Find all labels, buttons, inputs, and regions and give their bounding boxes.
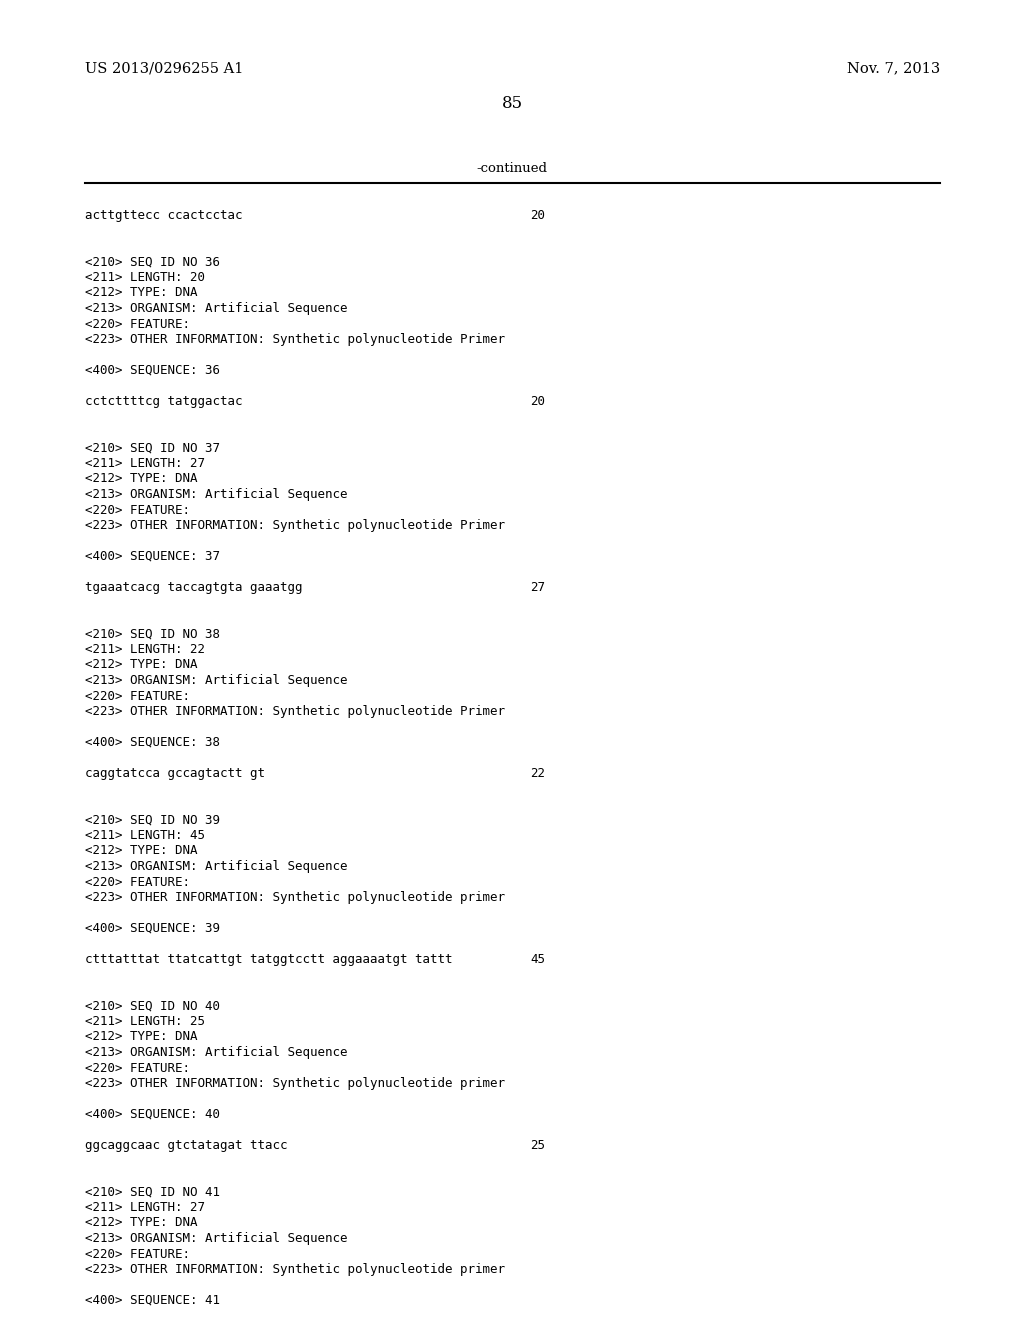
Text: -continued: -continued xyxy=(476,161,548,174)
Text: <210> SEQ ID NO 37: <210> SEQ ID NO 37 xyxy=(85,441,220,454)
Text: <220> FEATURE:: <220> FEATURE: xyxy=(85,318,190,330)
Text: <213> ORGANISM: Artificial Sequence: <213> ORGANISM: Artificial Sequence xyxy=(85,675,347,686)
Text: cctcttttcg tatggactac: cctcttttcg tatggactac xyxy=(85,395,243,408)
Text: 85: 85 xyxy=(502,95,522,111)
Text: 20: 20 xyxy=(530,209,545,222)
Text: <210> SEQ ID NO 36: <210> SEQ ID NO 36 xyxy=(85,256,220,268)
Text: <210> SEQ ID NO 39: <210> SEQ ID NO 39 xyxy=(85,813,220,826)
Text: <400> SEQUENCE: 38: <400> SEQUENCE: 38 xyxy=(85,737,220,748)
Text: <212> TYPE: DNA: <212> TYPE: DNA xyxy=(85,473,198,486)
Text: <220> FEATURE:: <220> FEATURE: xyxy=(85,1061,190,1074)
Text: 27: 27 xyxy=(530,581,545,594)
Text: <220> FEATURE:: <220> FEATURE: xyxy=(85,503,190,516)
Text: tgaaatcacg taccagtgta gaaatgg: tgaaatcacg taccagtgta gaaatgg xyxy=(85,581,302,594)
Text: ggcaggcaac gtctatagat ttacc: ggcaggcaac gtctatagat ttacc xyxy=(85,1139,288,1152)
Text: <211> LENGTH: 45: <211> LENGTH: 45 xyxy=(85,829,205,842)
Text: <210> SEQ ID NO 41: <210> SEQ ID NO 41 xyxy=(85,1185,220,1199)
Text: <213> ORGANISM: Artificial Sequence: <213> ORGANISM: Artificial Sequence xyxy=(85,488,347,502)
Text: <223> OTHER INFORMATION: Synthetic polynucleotide primer: <223> OTHER INFORMATION: Synthetic polyn… xyxy=(85,891,505,904)
Text: <223> OTHER INFORMATION: Synthetic polynucleotide Primer: <223> OTHER INFORMATION: Synthetic polyn… xyxy=(85,333,505,346)
Text: <212> TYPE: DNA: <212> TYPE: DNA xyxy=(85,286,198,300)
Text: <223> OTHER INFORMATION: Synthetic polynucleotide primer: <223> OTHER INFORMATION: Synthetic polyn… xyxy=(85,1077,505,1090)
Text: <211> LENGTH: 20: <211> LENGTH: 20 xyxy=(85,271,205,284)
Text: <212> TYPE: DNA: <212> TYPE: DNA xyxy=(85,845,198,858)
Text: <400> SEQUENCE: 41: <400> SEQUENCE: 41 xyxy=(85,1294,220,1307)
Text: <211> LENGTH: 22: <211> LENGTH: 22 xyxy=(85,643,205,656)
Text: <213> ORGANISM: Artificial Sequence: <213> ORGANISM: Artificial Sequence xyxy=(85,1045,347,1059)
Text: caggtatcca gccagtactt gt: caggtatcca gccagtactt gt xyxy=(85,767,265,780)
Text: <400> SEQUENCE: 39: <400> SEQUENCE: 39 xyxy=(85,921,220,935)
Text: US 2013/0296255 A1: US 2013/0296255 A1 xyxy=(85,61,244,75)
Text: <212> TYPE: DNA: <212> TYPE: DNA xyxy=(85,1031,198,1044)
Text: <213> ORGANISM: Artificial Sequence: <213> ORGANISM: Artificial Sequence xyxy=(85,1232,347,1245)
Text: <220> FEATURE:: <220> FEATURE: xyxy=(85,1247,190,1261)
Text: 25: 25 xyxy=(530,1139,545,1152)
Text: 20: 20 xyxy=(530,395,545,408)
Text: <211> LENGTH: 25: <211> LENGTH: 25 xyxy=(85,1015,205,1028)
Text: <220> FEATURE:: <220> FEATURE: xyxy=(85,689,190,702)
Text: <400> SEQUENCE: 40: <400> SEQUENCE: 40 xyxy=(85,1107,220,1121)
Text: <223> OTHER INFORMATION: Synthetic polynucleotide primer: <223> OTHER INFORMATION: Synthetic polyn… xyxy=(85,1263,505,1276)
Text: <211> LENGTH: 27: <211> LENGTH: 27 xyxy=(85,457,205,470)
Text: <223> OTHER INFORMATION: Synthetic polynucleotide Primer: <223> OTHER INFORMATION: Synthetic polyn… xyxy=(85,519,505,532)
Text: 45: 45 xyxy=(530,953,545,966)
Text: <400> SEQUENCE: 36: <400> SEQUENCE: 36 xyxy=(85,364,220,378)
Text: <400> SEQUENCE: 37: <400> SEQUENCE: 37 xyxy=(85,550,220,564)
Text: <210> SEQ ID NO 38: <210> SEQ ID NO 38 xyxy=(85,627,220,640)
Text: <213> ORGANISM: Artificial Sequence: <213> ORGANISM: Artificial Sequence xyxy=(85,302,347,315)
Text: Nov. 7, 2013: Nov. 7, 2013 xyxy=(847,61,940,75)
Text: acttgttecc ccactcctac: acttgttecc ccactcctac xyxy=(85,209,243,222)
Text: ctttatttat ttatcattgt tatggtcctt aggaaaatgt tattt: ctttatttat ttatcattgt tatggtcctt aggaaaa… xyxy=(85,953,453,966)
Text: <212> TYPE: DNA: <212> TYPE: DNA xyxy=(85,1217,198,1229)
Text: <223> OTHER INFORMATION: Synthetic polynucleotide Primer: <223> OTHER INFORMATION: Synthetic polyn… xyxy=(85,705,505,718)
Text: <212> TYPE: DNA: <212> TYPE: DNA xyxy=(85,659,198,672)
Text: <210> SEQ ID NO 40: <210> SEQ ID NO 40 xyxy=(85,999,220,1012)
Text: <220> FEATURE:: <220> FEATURE: xyxy=(85,875,190,888)
Text: 22: 22 xyxy=(530,767,545,780)
Text: <213> ORGANISM: Artificial Sequence: <213> ORGANISM: Artificial Sequence xyxy=(85,861,347,873)
Text: <211> LENGTH: 27: <211> LENGTH: 27 xyxy=(85,1201,205,1214)
